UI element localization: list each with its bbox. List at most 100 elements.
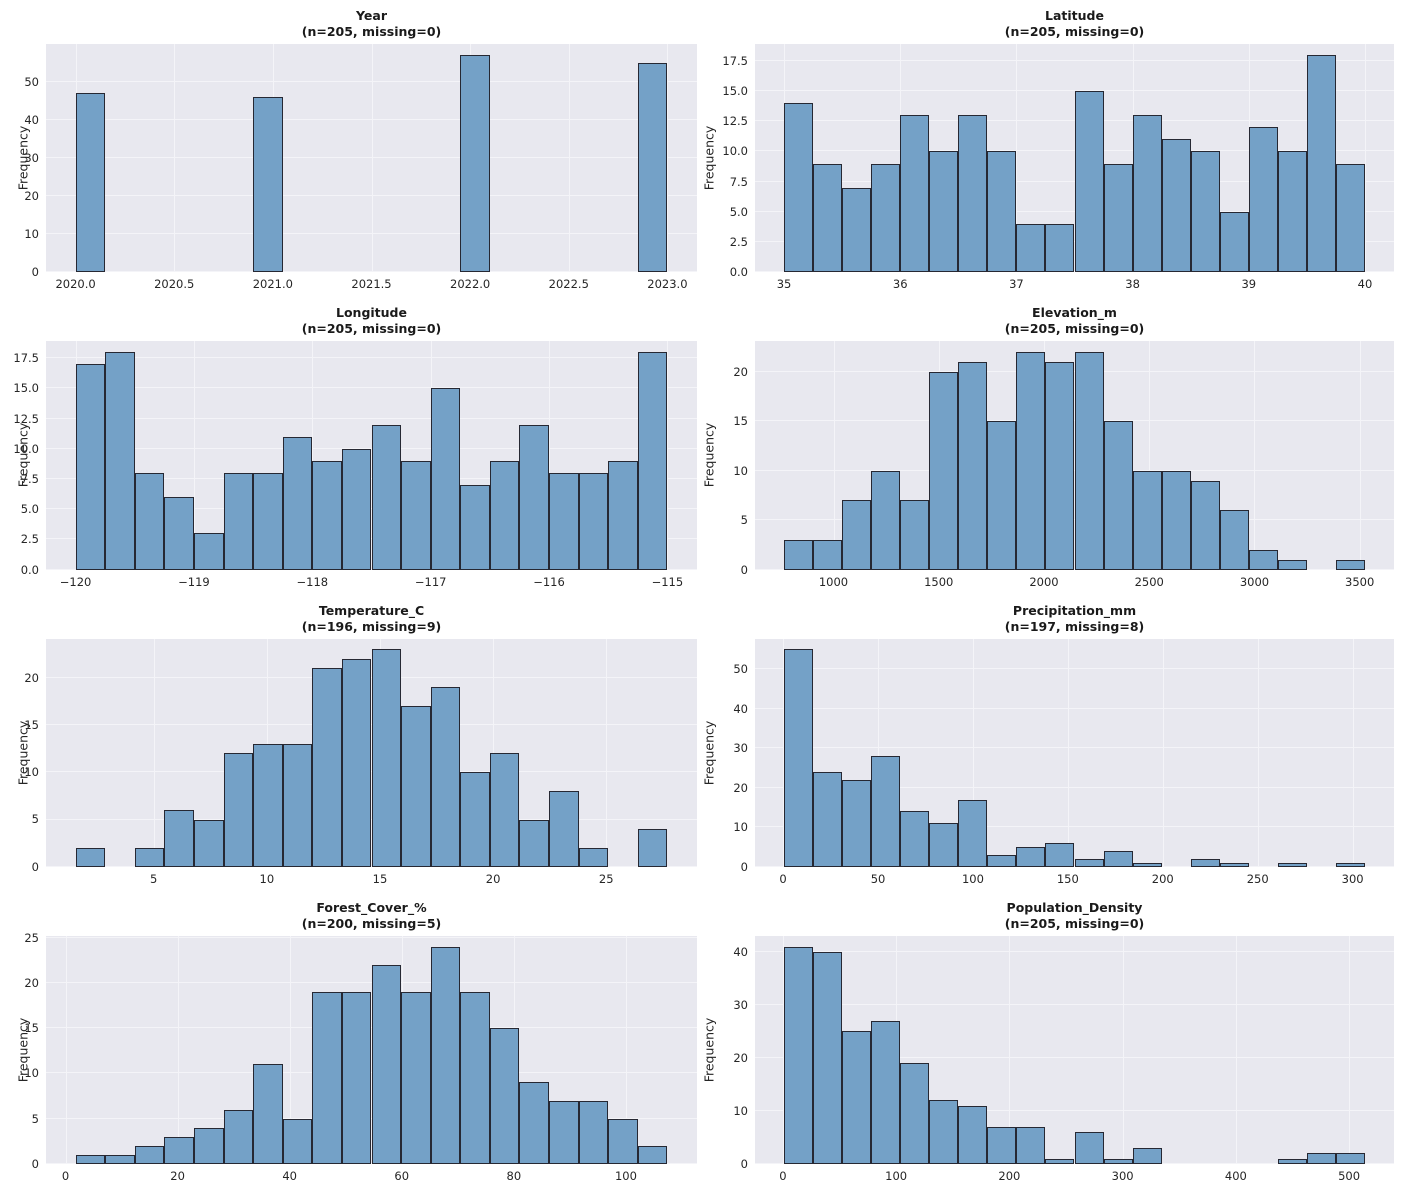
y-axis-label: Frequency xyxy=(701,720,717,785)
y-tick-label: 10.0 xyxy=(722,144,748,159)
x-gridline xyxy=(549,341,551,570)
x-gridline xyxy=(1364,44,1366,273)
histogram-bar xyxy=(900,811,930,867)
x-gridline xyxy=(1162,638,1164,867)
y-axis-label: Frequency xyxy=(15,1017,31,1083)
x-tick-label: 2022.0 xyxy=(450,277,491,292)
x-tick-label: 50 xyxy=(870,871,886,886)
chart-cell-precipitation: Precipitation_mm (n=197, missing=8) Freq… xyxy=(700,595,1401,892)
histogram-bar xyxy=(489,460,520,570)
histogram-bar xyxy=(900,500,930,570)
histogram-bar xyxy=(1103,163,1133,273)
x-tick-label: 20 xyxy=(485,871,501,886)
x-tick-label: 60 xyxy=(394,1169,410,1183)
chart-subtitle: (n=205, missing=0) xyxy=(1004,915,1145,931)
y-tick-label: 17.5 xyxy=(722,53,748,68)
x-gridline xyxy=(782,935,784,1164)
chart-cell-longitude: Longitude (n=205, missing=0) Frequency −… xyxy=(0,297,700,594)
histogram-bar xyxy=(371,649,402,867)
y-tick-label: 50 xyxy=(24,74,39,89)
x-gridline xyxy=(1257,638,1259,867)
x-gridline xyxy=(783,638,785,867)
histogram-bar xyxy=(253,743,283,867)
histogram-bar xyxy=(1219,510,1249,570)
histogram-bar xyxy=(430,687,461,867)
y-tick-label: 10 xyxy=(733,820,748,835)
y-gridline xyxy=(46,417,697,419)
y-tick-label: 10 xyxy=(733,463,748,478)
histogram-bar xyxy=(1277,151,1307,273)
y-gridline xyxy=(46,80,697,82)
x-gridline xyxy=(833,341,835,570)
histogram-bar xyxy=(341,658,372,867)
chart-cell-year: Year (n=205, missing=0) Frequency 2020.0… xyxy=(0,0,700,297)
histogram-bar xyxy=(341,448,372,570)
histogram-bar xyxy=(900,115,930,273)
histogram-bar xyxy=(1190,151,1220,273)
histogram-bar xyxy=(75,364,106,570)
histogram-bar xyxy=(1132,1148,1162,1164)
chart-cell-population-density: Population_Density (n=205, missing=0) Fr… xyxy=(700,892,1401,1189)
x-tick-label: 2000 xyxy=(1029,574,1059,589)
histogram-bar xyxy=(900,1063,930,1164)
plot-area: 2020.0 2020.5 2021.0 2021.5 2022.0 2022.5 2023… xyxy=(24,44,697,291)
histogram-bar xyxy=(401,460,431,570)
y-tick-label: 7.5 xyxy=(729,174,748,189)
x-tick-label: 400 xyxy=(1224,1169,1247,1183)
chart-header: Temperature_C (n=196, missing=9) xyxy=(46,603,697,635)
histogram-bar xyxy=(1016,1126,1046,1164)
histogram-bar xyxy=(282,436,313,570)
chart-subtitle: (n=205, missing=0) xyxy=(301,24,442,39)
y-tick-label: 0 xyxy=(740,562,748,577)
x-tick-label: 40 xyxy=(1357,277,1373,292)
histogram-bar xyxy=(519,424,550,570)
histogram-bar xyxy=(608,460,638,570)
histogram-bar xyxy=(430,946,461,1164)
histogram-bar xyxy=(871,756,901,867)
chart-title: Forest_Cover_% xyxy=(316,899,427,915)
chart-title: Population_Density xyxy=(1006,899,1143,915)
histogram-bar xyxy=(312,668,342,867)
histogram-bar xyxy=(784,539,814,570)
histogram-bar xyxy=(1335,862,1365,867)
histogram-bar xyxy=(1074,858,1104,867)
histogram-bar xyxy=(929,371,959,570)
histogram-bar xyxy=(1045,223,1075,273)
chart-header: Elevation_m (n=205, missing=0) xyxy=(755,305,1394,337)
histogram-bar xyxy=(1161,470,1191,570)
x-tick-label: 200 xyxy=(998,1169,1021,1183)
y-tick-label: 2.5 xyxy=(20,532,39,547)
y-tick-label: 0 xyxy=(31,859,39,874)
x-tick-label: 2021.5 xyxy=(351,277,392,292)
histogram-bar xyxy=(1132,470,1162,570)
chart-title: Precipitation_mm xyxy=(1012,602,1137,618)
y-axis-label: Frequency xyxy=(15,422,31,488)
histogram-bar xyxy=(75,93,106,273)
x-tick-label: 2021.0 xyxy=(252,277,293,292)
histogram-bar xyxy=(578,847,609,867)
histogram-bar xyxy=(842,1031,872,1164)
histogram-bar xyxy=(1248,127,1278,273)
y-gridline xyxy=(755,826,1394,828)
histogram-bar xyxy=(223,472,254,570)
histogram-bar xyxy=(987,854,1017,867)
histogram-bar xyxy=(253,1064,283,1164)
histogram-bar xyxy=(987,151,1017,273)
x-gridline xyxy=(568,44,570,273)
y-gridline xyxy=(755,1109,1394,1111)
histogram-bar xyxy=(282,743,313,867)
histogram-bar xyxy=(1045,843,1075,867)
histogram-bar xyxy=(164,1136,194,1164)
x-gridline xyxy=(1009,935,1011,1164)
x-tick-label: −116 xyxy=(533,574,565,589)
histogram-bar xyxy=(871,163,901,273)
x-gridline xyxy=(1352,638,1354,867)
y-tick-label: 30 xyxy=(733,741,748,756)
x-gridline xyxy=(193,341,195,570)
histogram-bar xyxy=(1248,549,1278,570)
y-tick-label: 40 xyxy=(24,112,39,127)
chart-header: Longitude (n=205, missing=0) xyxy=(46,305,697,337)
histogram-bar xyxy=(489,753,520,867)
histogram-bar xyxy=(75,1154,106,1164)
